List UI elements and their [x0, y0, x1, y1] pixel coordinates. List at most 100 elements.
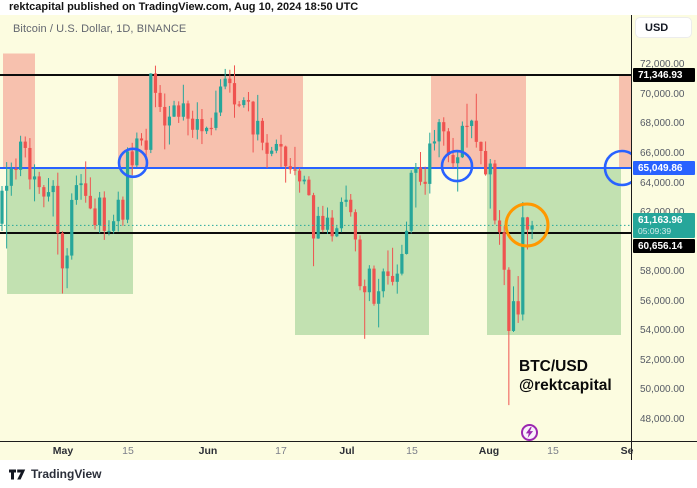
candle-body	[70, 199, 74, 256]
candle-body	[5, 185, 9, 191]
blue-annotation-circle[interactable]	[117, 147, 149, 179]
blue-annotation-circle[interactable]	[603, 149, 631, 187]
candle-body	[14, 168, 18, 171]
idea-lightning-icon[interactable]	[521, 424, 538, 441]
candle-body	[256, 120, 260, 135]
price-tick-label: 48,000.00	[640, 413, 685, 425]
candle-body	[107, 230, 111, 233]
candle-body	[428, 143, 432, 184]
candle-body	[460, 125, 464, 158]
support-zone	[487, 168, 621, 336]
candle-body	[293, 169, 297, 171]
price-tick-label: 58,000.00	[640, 266, 685, 278]
candle-body	[205, 127, 209, 132]
candle-body	[270, 150, 274, 154]
candle-body	[79, 183, 83, 186]
candle-body	[386, 271, 390, 276]
candle-body	[200, 119, 204, 132]
currency-button[interactable]: USD	[635, 17, 692, 38]
candle-body	[497, 220, 502, 233]
price-tick-label: 72,000.00	[640, 59, 685, 71]
candle-body	[0, 190, 4, 224]
price-tick-label: 62,000.00	[640, 207, 685, 218]
price-tick-label: 64,000.00	[640, 177, 685, 189]
author-watermark: BTC/USD @rektcapital	[519, 358, 612, 395]
candle-body	[181, 103, 185, 117]
candle-body	[335, 228, 339, 237]
current-price-badge: 61,163.96 05:09:39	[633, 212, 695, 238]
candle-body	[191, 118, 195, 130]
candle-body	[330, 217, 334, 237]
candle-body	[302, 179, 306, 182]
candle-body	[251, 101, 255, 135]
candle-body	[521, 217, 525, 315]
time-tick-label: Jul	[339, 445, 355, 457]
candle-body	[121, 199, 125, 220]
candle-body	[158, 92, 162, 107]
candle-body	[284, 146, 288, 167]
time-tick-label: Se	[620, 445, 634, 457]
candle-body	[502, 232, 506, 270]
candle-body	[274, 143, 278, 151]
candle-body	[311, 195, 316, 239]
candle-body	[321, 215, 325, 230]
bar-countdown: 05:09:39	[638, 225, 672, 236]
candle-body	[404, 230, 409, 254]
candle-body	[437, 122, 441, 142]
candlestick-chart[interactable]	[0, 15, 631, 441]
resistance-zone	[619, 74, 631, 168]
candle-body	[163, 106, 167, 126]
candle-body	[423, 181, 427, 184]
candle-body	[279, 143, 283, 147]
price-tick-label: 68,000.00	[640, 118, 685, 130]
tradingview-brand[interactable]: TradingView	[31, 467, 102, 481]
candle-body	[316, 215, 320, 239]
candle-body	[218, 86, 223, 113]
support-zone	[7, 168, 133, 294]
level-price-badge: 71,346.93	[633, 67, 695, 82]
candle-body	[186, 103, 190, 119]
candle-body	[363, 286, 367, 293]
candle-body	[232, 83, 237, 105]
candle-body	[74, 185, 78, 200]
candle-body	[116, 199, 120, 222]
candle-body	[493, 163, 497, 221]
orange-annotation-circle[interactable]	[504, 202, 550, 248]
candle-body	[409, 172, 413, 231]
candle-body	[353, 212, 357, 240]
candle-body	[507, 269, 511, 331]
time-tick-label: Aug	[478, 445, 500, 457]
symbol-title: Bitcoin / U.S. Dollar, 1D, BINANCE	[13, 23, 187, 35]
level-price-badge: 60,656.14	[633, 238, 695, 253]
candle-body	[84, 183, 88, 196]
candle-body	[214, 112, 218, 128]
watermark-handle: @rektcapital	[519, 376, 612, 394]
time-tick-label: 15	[547, 445, 559, 457]
price-tick-label: 54,000.00	[640, 325, 685, 337]
candle-body	[60, 233, 65, 269]
candle-body	[344, 199, 348, 202]
candle-body	[37, 176, 41, 188]
candle-body	[23, 141, 27, 148]
candle-body	[298, 170, 302, 182]
blue-annotation-circle[interactable]	[440, 149, 474, 183]
time-tick-label: 15	[122, 445, 134, 457]
candle-body	[144, 140, 148, 150]
candle-body	[325, 217, 330, 230]
candle-body	[46, 192, 51, 197]
candle-body	[102, 197, 106, 231]
candle-body	[88, 195, 92, 209]
time-axis[interactable]: May 15 Jun 17 Jul 15 Aug 15 Se	[0, 441, 697, 460]
price-tick-label: 50,000.00	[640, 384, 685, 396]
tradingview-logo-icon[interactable]	[9, 468, 26, 481]
candle-body	[19, 141, 23, 170]
footer-bar: TradingView	[0, 460, 697, 488]
watermark-symbol: BTC/USD	[519, 358, 588, 375]
candle-body	[516, 301, 520, 315]
candle-body	[358, 239, 362, 287]
time-tick-label: 17	[275, 445, 287, 457]
candle-body	[172, 105, 176, 117]
price-axis[interactable]: USD 72,000.00 70,000.00 68,000.00 66,000.00…	[631, 15, 697, 460]
candle-body	[474, 120, 478, 142]
candle-body	[349, 199, 353, 213]
